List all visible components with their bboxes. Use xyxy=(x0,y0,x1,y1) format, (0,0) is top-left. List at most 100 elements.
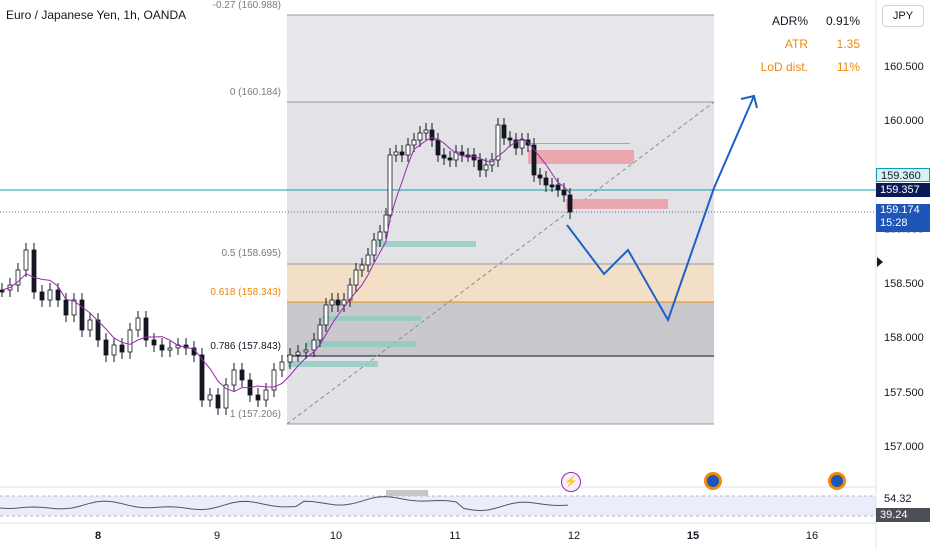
scroll-right-icon[interactable] xyxy=(877,257,883,267)
globe-icon[interactable] xyxy=(828,472,846,490)
stat-atr: ATR 1.35 xyxy=(738,33,860,56)
candle xyxy=(459,151,465,156)
candle xyxy=(303,349,309,353)
time-label: 8 xyxy=(94,530,102,542)
fib-label: 1 (157.206) xyxy=(229,409,281,420)
candle xyxy=(471,154,477,161)
candle xyxy=(371,239,377,256)
candle xyxy=(531,144,537,176)
candle xyxy=(71,299,77,316)
projection-path xyxy=(566,95,755,323)
candle xyxy=(23,249,29,271)
alert-price-tag[interactable]: 159.360 xyxy=(876,168,930,182)
demand-zone xyxy=(306,341,416,347)
lightning-icon[interactable]: ⚡ xyxy=(561,472,581,492)
candle xyxy=(411,139,417,146)
indicator-value: 54.32 xyxy=(884,493,912,505)
candle xyxy=(311,339,317,351)
price-label: 160.000 xyxy=(884,115,924,127)
candle xyxy=(353,269,359,286)
candle xyxy=(507,137,513,141)
candle xyxy=(55,289,61,301)
fib-lines xyxy=(287,14,714,425)
last-price-tag: 159.357 xyxy=(876,183,930,197)
demand-zone xyxy=(288,361,378,367)
currency-button[interactable]: JPY xyxy=(882,5,924,27)
supply-line xyxy=(528,143,630,144)
fib-label: 0.786 (157.843) xyxy=(210,341,281,352)
candle xyxy=(63,299,69,316)
candle xyxy=(329,299,335,306)
countdown-price: 159.174 xyxy=(880,204,920,216)
candle xyxy=(159,344,165,351)
supply-zone-upper xyxy=(528,150,634,164)
candle xyxy=(519,139,525,149)
candle xyxy=(95,319,101,341)
time-label: 10 xyxy=(329,530,343,542)
candle xyxy=(399,151,405,156)
countdown-price-tag: 159.174 15:28 xyxy=(876,204,930,232)
candle xyxy=(477,159,483,171)
candle xyxy=(295,351,301,356)
candle xyxy=(79,299,85,331)
fib-label: 0 (160.184) xyxy=(229,87,281,98)
stat-value: 11% xyxy=(836,60,860,74)
candle xyxy=(15,269,21,286)
candle xyxy=(365,254,371,266)
candle xyxy=(441,154,447,159)
candle xyxy=(341,299,347,306)
candle xyxy=(263,389,269,401)
time-label: 9 xyxy=(213,530,221,542)
candle xyxy=(0,289,5,293)
candle xyxy=(223,384,229,409)
stat-lod: LoD dist. 11% xyxy=(738,56,860,79)
stat-value: 0.91% xyxy=(825,14,860,28)
candle xyxy=(239,369,245,381)
price-label: 157.000 xyxy=(884,441,924,453)
candle xyxy=(453,151,459,161)
candle xyxy=(549,184,555,188)
indicator-value-tag: 39.24 xyxy=(876,508,930,522)
candle xyxy=(435,139,441,156)
candle xyxy=(537,174,543,179)
stat-label: ATR xyxy=(784,37,808,51)
candle xyxy=(567,194,573,213)
candle xyxy=(317,324,323,341)
symbol-title[interactable]: Euro / Japanese Yen, 1h, OANDA xyxy=(6,8,187,22)
candle xyxy=(103,339,109,356)
candle xyxy=(555,184,561,191)
candle xyxy=(287,354,293,363)
stat-value: 1.35 xyxy=(836,37,860,51)
stat-adr: ADR% 0.91% xyxy=(738,10,860,33)
candle xyxy=(279,361,285,371)
candle xyxy=(501,124,507,139)
candle xyxy=(423,129,429,134)
fib-label: 0.5 (158.695) xyxy=(221,248,282,259)
candle xyxy=(39,291,45,301)
fib-label: 0.618 (158.343) xyxy=(210,287,281,298)
supply-zone-lower xyxy=(566,199,668,209)
candle xyxy=(393,151,399,156)
time-label: 12 xyxy=(567,530,581,542)
candle xyxy=(405,144,411,156)
indicator-band xyxy=(0,496,876,516)
stats-table: ADR% 0.91% ATR 1.35 LoD dist. 11% xyxy=(738,10,860,79)
fib-trend-line xyxy=(286,101,715,425)
countdown-timer: 15:28 xyxy=(880,217,908,229)
time-label: 16 xyxy=(805,530,819,542)
candle xyxy=(543,177,549,186)
fib-label: -0.27 (160.988) xyxy=(212,0,281,11)
candle xyxy=(383,214,389,233)
candle xyxy=(417,132,423,141)
stat-label: LoD dist. xyxy=(760,60,808,74)
candle xyxy=(255,394,261,401)
candle xyxy=(143,317,149,341)
candle xyxy=(127,329,133,353)
projection-arrow-icon xyxy=(740,94,758,109)
fib-zone-0.618-0.786 xyxy=(287,302,714,356)
candle xyxy=(447,157,453,161)
demand-zone xyxy=(372,241,476,247)
demand-zone xyxy=(321,316,421,321)
globe-icon[interactable] xyxy=(704,472,722,490)
